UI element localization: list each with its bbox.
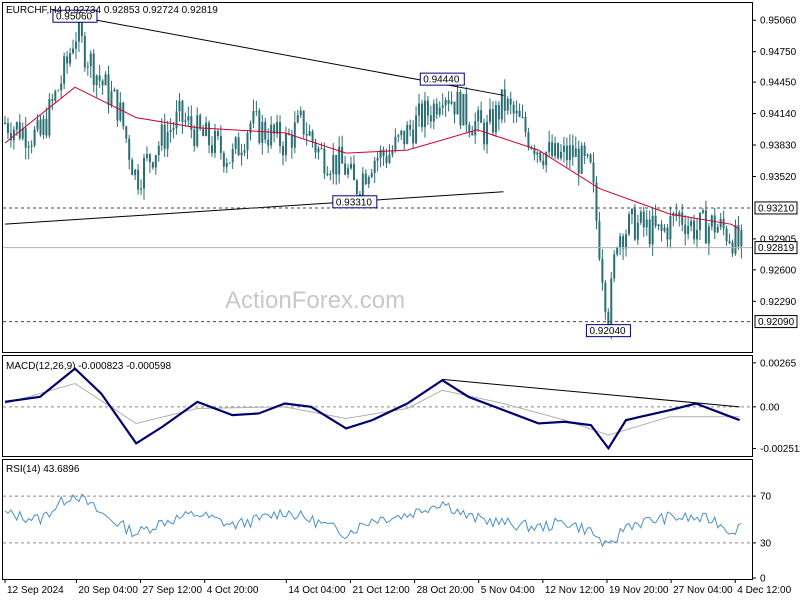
macd-line (4, 367, 741, 451)
price-panel-frame (2, 2, 753, 353)
price-ytick-label: 0.94750 (760, 47, 797, 58)
xtick-label: 12 Nov 12:00 (545, 585, 605, 596)
rsi-panel-frame (2, 459, 753, 580)
price-annotation-box (52, 9, 98, 23)
price-annotation-box (332, 195, 378, 209)
symbol-title: EURCHF,H4 0.92734 0.92853 0.92724 0.9281… (6, 5, 218, 16)
xtick-label: 14 Oct 04:00 (288, 585, 346, 596)
price-annotation-box (585, 324, 631, 338)
price-annotation-label: 0.95060 (56, 12, 93, 23)
price-level-tag (754, 241, 798, 255)
price-level-tag-label: 0.92090 (758, 317, 795, 328)
xtick-label: 4 Dec 12:00 (737, 585, 791, 596)
rsi-ytick-label: 30 (760, 538, 772, 549)
axis-layer: 0.95060 0.94750 0.94450 0.94140 0.93830 0.935… (4, 16, 800, 596)
price-annotation-label: 0.93310 (336, 197, 373, 208)
price-layer: 0.95060 0.94440 0.93310 0.92040 (3, 9, 752, 340)
rsi-ytick-label: 70 (760, 492, 772, 503)
rsi-layer (3, 493, 752, 548)
price-ytick-label: 0.92290 (760, 297, 797, 308)
xtick-label: 5 Nov 04:00 (481, 585, 535, 596)
macd-trendline (442, 378, 740, 408)
macd-signal-line (4, 383, 740, 436)
price-ytick-label: 0.94450 (760, 78, 797, 89)
price-trendline (4, 191, 504, 225)
price-ytick-label: 0.94140 (760, 109, 797, 120)
price-ytick-label: 0.92600 (760, 265, 797, 276)
price-ytick-label: 0.93830 (760, 141, 797, 152)
macd-ytick-label: 0.00 (760, 402, 780, 413)
xtick-label: 28 Oct 20:00 (417, 585, 475, 596)
xtick-label: 27 Sep 12:00 (143, 585, 203, 596)
macd-layer (3, 367, 752, 451)
price-annotation-label: 0.94440 (423, 75, 460, 86)
xtick-label: 20 Sep 04:00 (78, 585, 138, 596)
price-ytick-label: 0.93520 (760, 172, 797, 183)
price-annotation-label: 0.92040 (589, 326, 626, 337)
rsi-line (4, 493, 742, 548)
macd-title: MACD(12,26,9) -0.000823 -0.000598 (6, 361, 172, 372)
price-level-tag (754, 315, 798, 329)
price-ytick-label: 0.92905 (760, 234, 797, 245)
price-level-tag-label: 0.93210 (758, 203, 795, 214)
rsi-ytick-label: 0 (760, 574, 766, 585)
price-level-tag-label: 0.92819 (758, 243, 795, 254)
xtick-label: 4 Oct 20:00 (207, 585, 259, 596)
price-level-tag (754, 201, 798, 215)
moving-average-line (4, 86, 740, 230)
rsi-title: RSI(14) 43.6896 (6, 464, 80, 475)
watermark: ActionForex.com (225, 287, 405, 314)
price-annotation-box (419, 72, 465, 86)
price-ytick-label: 0.95060 (760, 16, 797, 27)
xtick-label: 12 Sep 2024 (7, 585, 64, 596)
xtick-label: 27 Nov 04:00 (673, 585, 733, 596)
xtick-label: 19 Nov 20:00 (609, 585, 669, 596)
macd-panel-frame (2, 355, 753, 457)
xtick-label: 21 Oct 12:00 (352, 585, 410, 596)
macd-ytick-label: 0.00265 (760, 358, 797, 369)
macd-ytick-label: -0.002511 (760, 444, 800, 455)
